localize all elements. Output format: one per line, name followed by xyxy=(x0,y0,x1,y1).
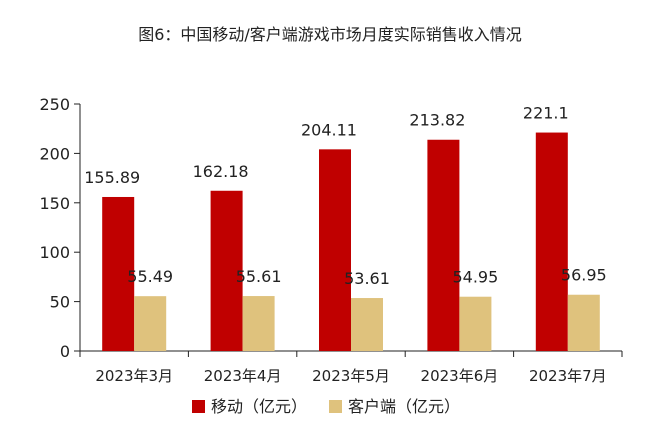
legend-label-2: 客户端（亿元） xyxy=(348,397,460,416)
data-label: 55.49 xyxy=(127,267,173,286)
data-label: 204.11 xyxy=(301,120,357,139)
x-tick-label: 2023年6月 xyxy=(421,367,499,385)
data-label: 54.95 xyxy=(452,268,498,287)
chart-title: 图6：中国移动/客户端游戏市场月度实际销售收入情况 xyxy=(138,25,522,44)
bar-mobile-3 xyxy=(319,149,351,351)
legend-label-1: 移动（亿元） xyxy=(211,397,307,416)
x-tick-label: 2023年4月 xyxy=(204,367,282,385)
bar-pc-1 xyxy=(134,296,167,351)
x-tick-label: 2023年7月 xyxy=(529,367,607,385)
data-label: 53.61 xyxy=(344,269,390,288)
data-label: 221.1 xyxy=(523,104,569,123)
legend-swatch-2 xyxy=(329,400,342,413)
data-label: 213.82 xyxy=(409,111,465,130)
x-tick-label: 2023年5月 xyxy=(312,367,390,385)
bar-pc-2 xyxy=(242,296,275,351)
data-label: 155.89 xyxy=(84,168,140,187)
data-label: 162.18 xyxy=(193,162,249,181)
y-tick-label: 0 xyxy=(60,342,70,361)
bar-mobile-2 xyxy=(210,190,243,351)
bar-mobile-4 xyxy=(427,139,460,351)
bar-pc-4 xyxy=(459,296,492,351)
data-label: 55.61 xyxy=(236,267,282,286)
y-tick-label: 100 xyxy=(39,243,70,262)
bar-mobile-5 xyxy=(535,132,568,351)
y-tick-label: 200 xyxy=(39,144,70,163)
bar-pc-5 xyxy=(567,294,600,351)
legend-swatch-1 xyxy=(192,400,205,413)
y-tick-label: 250 xyxy=(39,95,70,114)
y-tick-label: 150 xyxy=(39,194,70,213)
bar-mobile-1 xyxy=(102,196,135,351)
x-tick-label: 2023年3月 xyxy=(95,367,173,385)
y-tick-label: 50 xyxy=(50,293,70,312)
bar-pc-3 xyxy=(351,298,383,351)
data-label: 56.95 xyxy=(561,266,607,285)
